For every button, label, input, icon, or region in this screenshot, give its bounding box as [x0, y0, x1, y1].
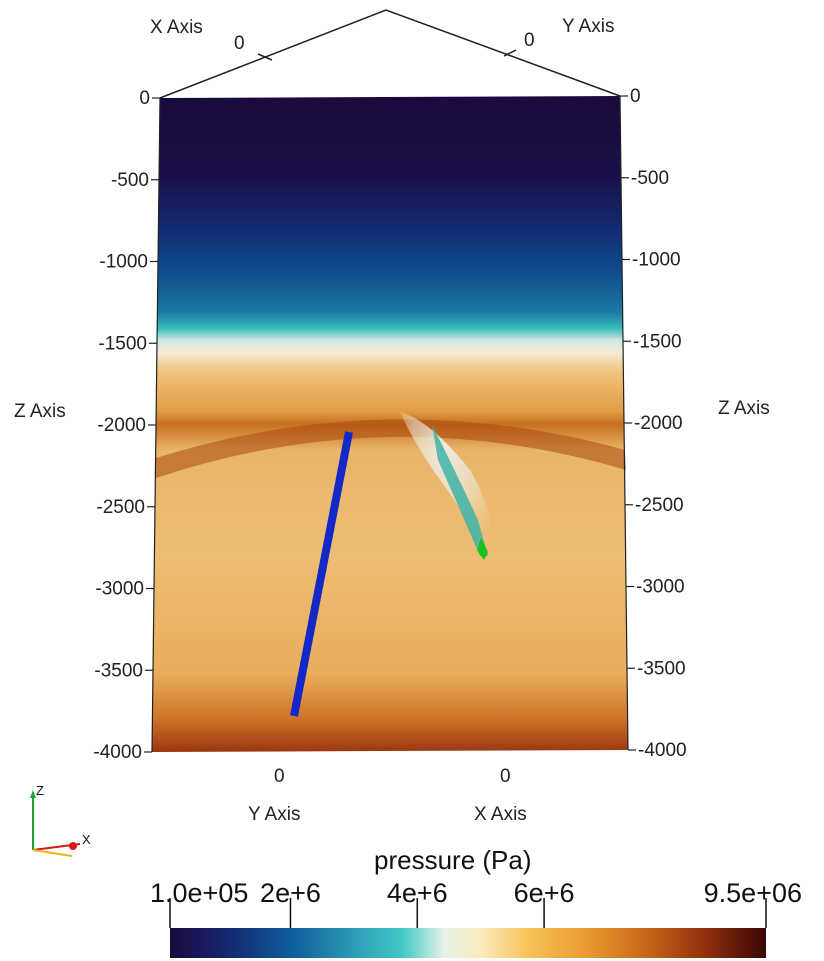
well-green	[477, 538, 488, 560]
colorbar-ticks: 1.0e+05 2e+6 4e+6 6e+6 9.5e+06	[150, 878, 802, 928]
z-tick-label-left: 0	[139, 88, 150, 109]
z-axis-label-right: Z Axis	[718, 398, 770, 419]
z-tick-label-left: -500	[111, 170, 149, 191]
z-tick-label-left: -2500	[96, 497, 145, 518]
top-y-axis-zero: 0	[524, 30, 535, 51]
colorbar-title: pressure (Pa)	[374, 845, 532, 875]
z-tick-label-right: 0	[630, 86, 641, 107]
colorbar-tick-label: 6e+6	[514, 878, 575, 908]
bottom-x-axis-zero: 0	[500, 766, 511, 787]
z-tick-label-right: -4000	[638, 740, 687, 761]
z-tick-label-left: -1500	[98, 333, 147, 354]
pressure-front-band	[156, 419, 626, 478]
z-tick-label-left: -3500	[94, 660, 143, 681]
z-tick-label-right: -2000	[634, 413, 683, 434]
bottom-y-axis-label: Y Axis	[248, 804, 300, 825]
z-tick-label-right: -500	[631, 168, 669, 189]
colorbar-tick-label: 1.0e+05	[150, 878, 248, 908]
top-y-axis-label: Y Axis	[562, 16, 614, 37]
well-blue	[290, 431, 353, 717]
z-tick-label-left: -4000	[93, 742, 142, 763]
top-x-axis-zero: 0	[234, 33, 245, 54]
z-axis-left: 0 -500 -1000 -1500 -2000 -2500 -3000 -3500 -4000	[93, 88, 161, 763]
colorbar-tick-label: 2e+6	[260, 878, 321, 908]
z-axis-right: 0 -500 -1000 -1500 -2000 -2500 -3000 -3500 -4000	[619, 86, 687, 761]
bottom-x-axis-label: X Axis	[474, 804, 527, 825]
top-x-axis-label: X Axis	[150, 17, 203, 38]
orientation-axes-widget: Z X	[30, 783, 91, 857]
pressure-plume	[400, 412, 492, 562]
bottom-y-axis-zero: 0	[274, 766, 285, 787]
orientation-z-label: Z	[36, 783, 44, 798]
z-tick-label-left: -2000	[97, 415, 146, 436]
z-axis-label-left: Z Axis	[14, 401, 66, 422]
bounding-box-top	[159, 9, 621, 99]
colorbar-tick-label: 9.5e+06	[704, 878, 802, 908]
z-tick-label-right: -3500	[637, 658, 686, 679]
colorbar-tick-label: 4e+6	[387, 878, 448, 908]
colorbar	[170, 928, 766, 958]
orientation-x-label: X	[82, 832, 91, 847]
co2-plume-trail	[432, 425, 488, 556]
z-tick-label-right: -1000	[632, 250, 681, 271]
z-tick-label-left: -3000	[95, 579, 144, 600]
z-tick-label-right: -2500	[635, 495, 684, 516]
z-tick-label-right: -1500	[633, 331, 682, 352]
z-tick-label-left: -1000	[99, 252, 148, 273]
z-tick-label-right: -3000	[636, 577, 685, 598]
